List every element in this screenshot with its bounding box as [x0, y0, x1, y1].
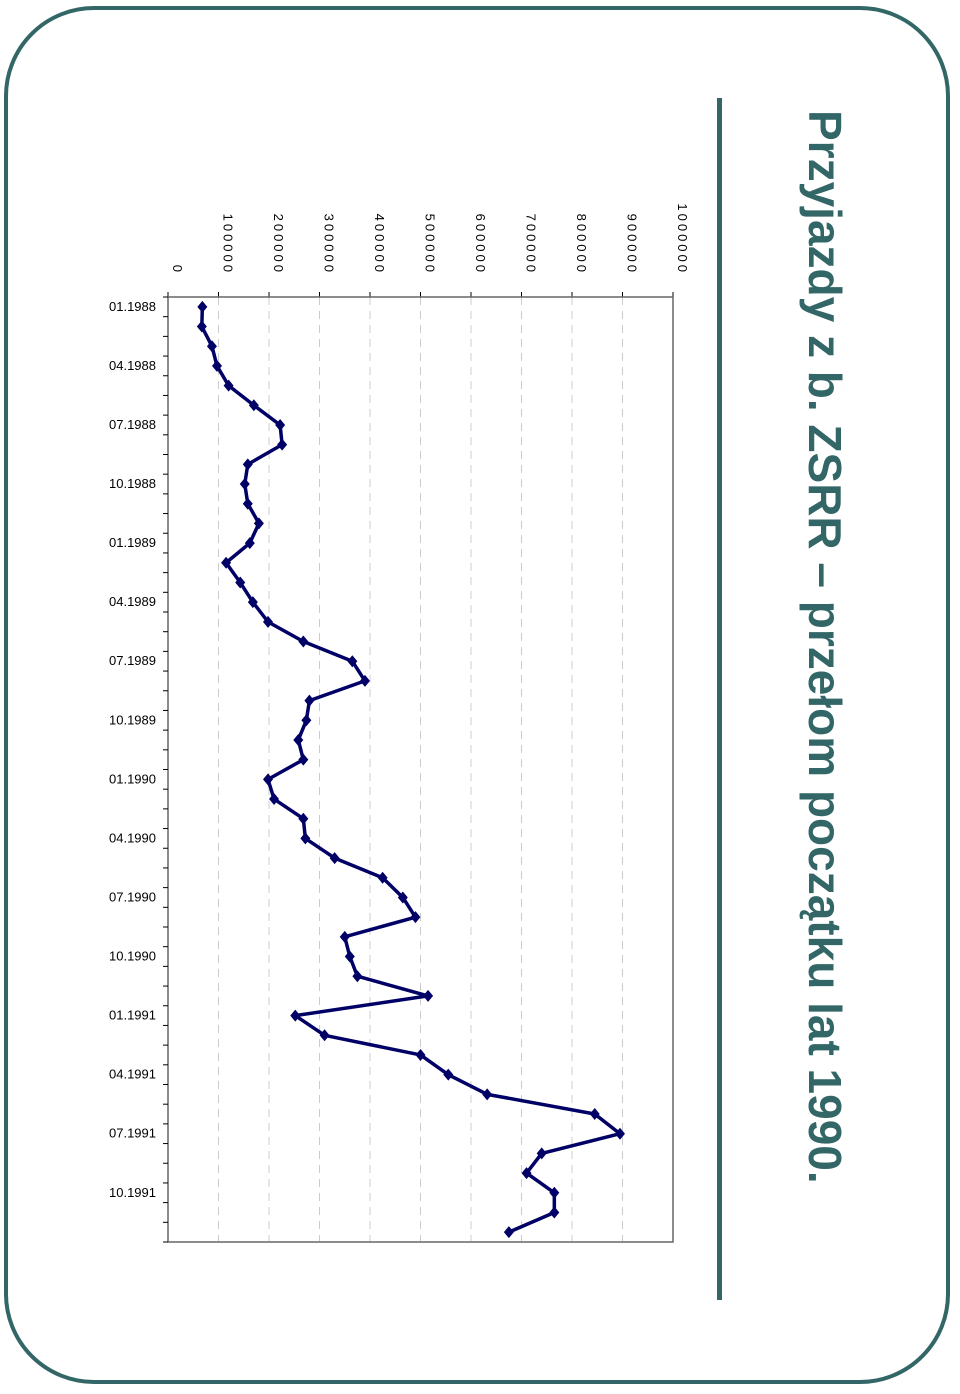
data-point — [298, 812, 309, 825]
time-tick-label: 07.1990 — [109, 889, 156, 904]
data-point — [244, 537, 255, 550]
data-point — [211, 359, 222, 372]
data-point — [549, 1186, 560, 1199]
data-point — [423, 989, 434, 1002]
value-tick-label: 200000 — [271, 214, 286, 275]
value-tick-label: 500000 — [423, 214, 438, 275]
time-tick-label: 01.1989 — [109, 535, 156, 550]
value-tick-label: 700000 — [524, 214, 539, 275]
data-point — [339, 930, 350, 943]
value-tick-label: 100000 — [221, 214, 236, 275]
time-tick-label: 04.1991 — [109, 1067, 156, 1082]
time-tick-label: 10.1990 — [109, 949, 156, 964]
time-tick-label: 04.1990 — [109, 830, 156, 845]
data-point — [410, 911, 421, 924]
data-point — [269, 793, 280, 806]
value-tick-label: 300000 — [322, 214, 337, 275]
data-point — [277, 438, 288, 451]
data-point — [221, 556, 232, 569]
value-tick-label: 800000 — [574, 214, 589, 275]
title-underline — [717, 98, 722, 1300]
data-point — [536, 1147, 547, 1160]
data-point — [503, 1226, 514, 1239]
data-point — [319, 1029, 330, 1042]
time-tick-label: 01.1991 — [109, 1008, 156, 1023]
time-tick-label: 04.1988 — [109, 358, 156, 373]
data-point — [248, 399, 259, 412]
data-point — [549, 1206, 560, 1219]
data-point — [262, 615, 273, 628]
data-point — [347, 655, 358, 668]
slide-frame — [4, 6, 950, 1384]
time-tick-label: 10.1988 — [109, 476, 156, 491]
data-point — [223, 379, 234, 392]
data-point — [247, 596, 258, 609]
data-point — [304, 694, 315, 707]
data-point — [253, 517, 264, 530]
value-tick-label: 600000 — [473, 214, 488, 275]
data-point — [589, 1108, 600, 1121]
data-point — [300, 832, 311, 845]
data-point — [206, 340, 217, 353]
data-point — [239, 478, 250, 491]
data-point — [197, 300, 208, 313]
time-tick-label: 10.1989 — [109, 712, 156, 727]
series-line — [200, 306, 622, 1234]
data-point — [242, 458, 253, 471]
data-point — [242, 497, 253, 510]
data-point — [293, 733, 304, 746]
data-point — [614, 1127, 625, 1140]
data-point — [352, 970, 363, 983]
data-point — [344, 950, 355, 963]
data-point — [482, 1088, 493, 1101]
time-tick-label: 10.1991 — [109, 1185, 156, 1200]
value-tick-label: 900000 — [625, 214, 640, 275]
data-point — [196, 320, 207, 333]
data-point — [298, 753, 309, 766]
data-point — [301, 714, 312, 727]
time-tick-label: 01.1988 — [109, 299, 156, 314]
data-point — [359, 674, 370, 687]
data-point — [521, 1167, 532, 1180]
data-point — [377, 871, 388, 884]
data-point — [290, 1009, 301, 1022]
value-tick-label: 400000 — [372, 214, 387, 275]
value-tick-label: 1000000 — [675, 203, 690, 275]
value-tick-label: 0 — [170, 265, 185, 275]
time-tick-label: 07.1989 — [109, 653, 156, 668]
data-point — [329, 852, 340, 865]
data-point — [443, 1068, 454, 1081]
data-point — [235, 576, 246, 589]
time-tick-label: 07.1988 — [109, 417, 156, 432]
data-point — [298, 635, 309, 648]
time-tick-label: 04.1989 — [109, 594, 156, 609]
time-tick-label: 01.1990 — [109, 771, 156, 786]
data-point — [275, 418, 286, 431]
data-point — [415, 1048, 426, 1061]
time-tick-label: 07.1991 — [109, 1126, 156, 1141]
data-point — [397, 891, 408, 904]
data-point — [262, 773, 273, 786]
